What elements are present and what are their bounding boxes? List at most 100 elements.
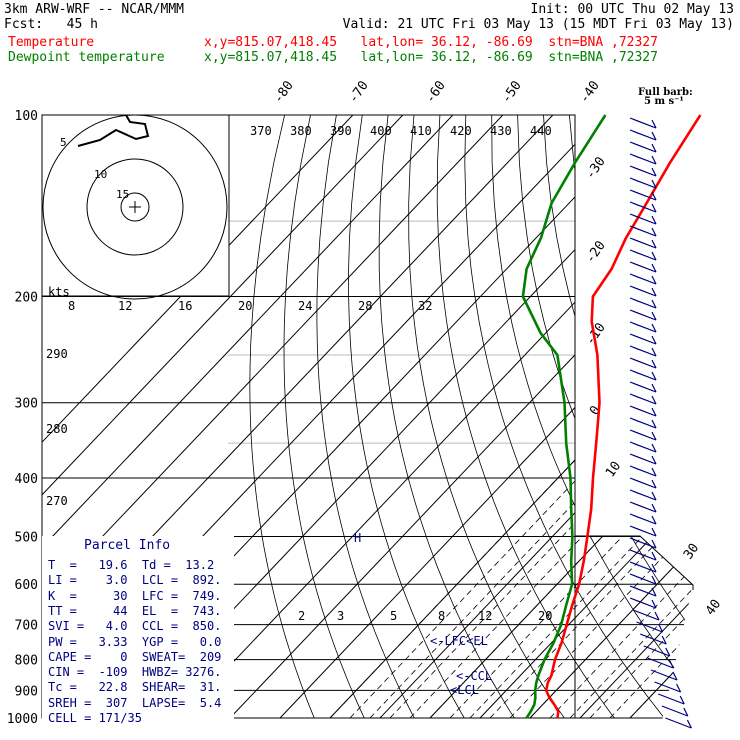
wind-barb <box>629 237 657 249</box>
wind-barb <box>657 693 685 705</box>
moist-adiabat-line <box>469 220 693 719</box>
dry-adiabat-line <box>517 115 693 719</box>
wind-barb-flag <box>651 491 657 501</box>
parcel-info-row: CELL = 171/35 <box>48 711 142 725</box>
moist-adiabat-line <box>609 220 693 719</box>
wind-barb <box>629 189 657 201</box>
wind-barb <box>650 669 678 681</box>
wind-barb <box>654 681 681 693</box>
mixing-ratio-label: 24 <box>298 299 312 313</box>
wind-barb <box>629 153 657 165</box>
mixing-ratio-label: 16 <box>178 299 192 313</box>
wind-barb-flag <box>651 395 657 405</box>
dewpoint-legend: Dewpoint temperature <box>8 50 165 65</box>
wind-barb <box>629 273 657 285</box>
wind-barb-flag <box>676 683 682 693</box>
wind-barb-flag <box>668 659 674 669</box>
hodograph-marker: H <box>354 531 361 545</box>
wind-barb-flag <box>651 563 657 573</box>
wind-barb <box>629 405 657 417</box>
parcel-info-row: PW = 3.33 YGP = 0.0 <box>48 634 222 649</box>
theta-label: 420 <box>450 124 472 138</box>
wind-barb <box>629 249 657 261</box>
wind-barb-flag <box>651 131 657 141</box>
wind-barb-flag <box>679 695 685 705</box>
dry-adiabat-line <box>569 115 693 719</box>
parcel-info-row: Tc = 22.8 SHEAR= 31. <box>48 680 222 695</box>
pressure-tick-label: 500 <box>15 530 38 545</box>
mixing-ratio-label: 12 <box>478 609 492 623</box>
wind-barb <box>629 513 657 525</box>
isotherm-label: -80 <box>271 78 297 106</box>
wind-barb <box>629 285 657 297</box>
wind-barb <box>629 297 657 309</box>
wind-barb-flag <box>651 275 657 285</box>
wind-barb <box>629 537 657 549</box>
mixing-ratio-label: 2 <box>298 609 305 623</box>
init-time: Init: 00 UTC Thu 02 May 13 <box>530 2 735 17</box>
wind-barb-flag <box>651 431 657 441</box>
dry-adiabat-line <box>348 115 465 719</box>
isotherm-line <box>679 115 693 719</box>
ccl-annotation: <-CCL <box>456 669 492 683</box>
mixing-ratio-label: 5 <box>390 609 397 623</box>
barb-region-border <box>575 535 694 590</box>
wind-barb-flag <box>658 623 664 633</box>
hodograph-ring-label: 15 <box>116 188 129 201</box>
wind-barb-flag <box>651 575 657 585</box>
wind-barb <box>629 417 657 429</box>
wind-barb-flag <box>651 371 657 381</box>
mixing-ratio-label: 3 <box>337 609 344 623</box>
wind-barb-flag <box>651 419 657 429</box>
isotherm-label: -60 <box>423 78 449 106</box>
parcel-info-row: CAPE = 0 SWEAT= 209 <box>48 649 222 664</box>
wind-barb-flag <box>651 203 657 213</box>
wind-barb-flag <box>651 287 657 297</box>
wind-barb-flag <box>651 527 657 537</box>
wind-barb <box>629 549 657 561</box>
wind-barb <box>629 585 657 597</box>
wind-barb-flag <box>651 263 657 273</box>
isotherm-label: -50 <box>499 78 525 106</box>
pressure-tick-label: 600 <box>15 578 38 593</box>
mixing-ratio-label: 20 <box>538 609 552 623</box>
dry-adiabat-line <box>436 115 615 719</box>
wind-barb-flag <box>651 179 657 189</box>
isotherm-label: 0 <box>587 403 604 418</box>
model-title: 3km ARW-WRF -- NCAR/MMM <box>4 2 185 17</box>
wind-barb <box>629 177 657 189</box>
dry-adiabat-line <box>408 115 565 719</box>
parcel-info-row: CIN = -109 HWBZ= 3276. <box>48 665 222 680</box>
wind-barb-flag <box>651 383 657 393</box>
hodograph-trace <box>77 114 150 147</box>
isotherm-line <box>429 115 693 719</box>
mixing-ratio-label: 32 <box>418 299 432 313</box>
wind-barb <box>629 321 657 333</box>
isotherm-line <box>42 115 404 719</box>
wind-barb-flag <box>651 443 657 453</box>
hodograph-ring-label: 10 <box>94 168 107 181</box>
pressure-tick-label: 100 <box>15 109 38 124</box>
moist-adiabat-line <box>389 220 693 719</box>
isotherm-label: -70 <box>346 78 372 106</box>
wind-barb <box>629 597 657 609</box>
isotherm-line <box>479 115 693 719</box>
valid-time: Valid: 21 UTC Fri 03 May 13 (15 MDT Fri … <box>342 17 734 32</box>
wind-barb-flag <box>651 119 657 129</box>
theta-label: 380 <box>290 124 312 138</box>
wind-barb-flag <box>651 407 657 417</box>
isotherm-line <box>579 115 693 719</box>
wind-barb-flag <box>651 191 657 201</box>
barb-legend-title: Full barb: <box>638 87 693 98</box>
wind-barb-flag <box>651 359 657 369</box>
moist-adiabat-line <box>549 220 693 719</box>
wind-barb-flag <box>683 707 689 717</box>
mixing-ratio-label: 20 <box>238 299 252 313</box>
isotherm-label: 40 <box>703 597 724 618</box>
dry-adiabat-line <box>491 115 693 719</box>
isotherm-line <box>229 115 693 719</box>
wind-barb <box>629 381 657 393</box>
wind-barb-flag <box>651 335 657 345</box>
pressure-tick-label: 400 <box>15 472 38 487</box>
